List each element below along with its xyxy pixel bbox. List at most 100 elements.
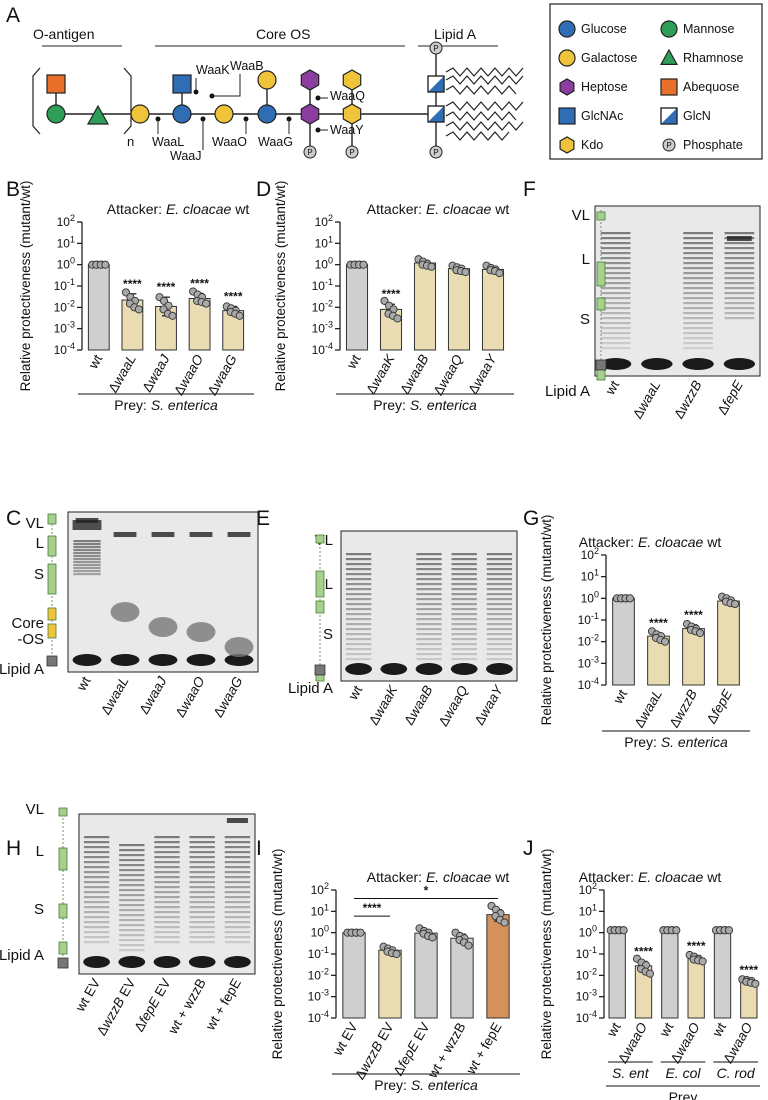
sugar [86, 104, 110, 125]
vl-band [227, 532, 251, 537]
gel-band [224, 941, 251, 944]
sugar [300, 103, 320, 125]
gel-band [416, 583, 442, 586]
y-tick-label: 101 [57, 234, 75, 250]
gel-band [189, 876, 215, 879]
gel-band [154, 851, 180, 854]
gel-band [119, 864, 145, 867]
gel-band [600, 272, 631, 275]
gel-band [486, 638, 513, 641]
gel-band [83, 911, 110, 914]
sugar [130, 104, 150, 124]
y-tick-label: 10-3 [54, 320, 75, 336]
lane-label: ΔwaaB [401, 683, 435, 728]
y-tick-label: 102 [57, 213, 75, 229]
gel-band [83, 896, 110, 899]
y-tick-label: 100 [579, 924, 597, 940]
bar [612, 597, 635, 686]
y-axis-label: Relative protectiveness (mutant/wt) [273, 181, 288, 392]
gel-band [683, 282, 713, 285]
y-tick-label: 10-2 [578, 633, 599, 649]
glyph-block [47, 535, 57, 557]
gel-band [600, 322, 631, 325]
gel-band [451, 578, 477, 581]
region-lipid-a: Lipid A [434, 26, 477, 42]
significance-label: **** [634, 944, 653, 958]
gel-band [600, 302, 631, 305]
gel-band [345, 638, 372, 641]
gel-band [683, 302, 713, 305]
data-point [625, 594, 635, 603]
gel-band [73, 567, 101, 570]
gel-band [345, 643, 372, 646]
gel-band [600, 237, 631, 240]
lane-label: ΔfepE [715, 377, 747, 417]
gel-band [345, 623, 372, 626]
gel-image [594, 205, 761, 377]
band-label: L [36, 535, 44, 552]
gel-band [683, 257, 713, 260]
gel-band [224, 891, 251, 894]
phosphate-letter: P [307, 148, 312, 157]
gel-band [224, 896, 251, 899]
band-label: Core [11, 615, 44, 632]
gel-band [600, 252, 631, 255]
gel-band [451, 598, 477, 601]
sugar [46, 104, 66, 124]
rhamnose-icon [659, 48, 679, 66]
lipid-a-band [224, 956, 251, 968]
gel-image [340, 530, 518, 682]
y-tick-label: 102 [579, 881, 597, 897]
sugar: P [345, 145, 359, 159]
gel-band [73, 570, 101, 573]
gel-band [451, 593, 477, 596]
gel-band [600, 282, 631, 285]
glucose-icon [172, 104, 192, 124]
gel-band [83, 886, 110, 889]
y-tick-label: 101 [581, 568, 599, 584]
significance-label: **** [157, 280, 176, 294]
gel-band [486, 608, 513, 611]
y-tick-label: 10-4 [576, 1009, 597, 1025]
gel-band [345, 618, 372, 621]
bar [450, 937, 474, 1019]
glcn-fill [428, 76, 444, 92]
gel-band [73, 546, 101, 549]
data-point [427, 262, 436, 271]
significance-label: **** [739, 963, 758, 977]
gel-band [416, 648, 442, 651]
gel-band [224, 871, 251, 874]
category-label: ΔwaaL [105, 352, 139, 395]
y-tick-label: 10-3 [308, 988, 329, 1004]
gel-band [600, 242, 631, 245]
bar [413, 262, 437, 351]
gel-band [119, 889, 145, 892]
gel-band [83, 891, 110, 894]
data-point [751, 979, 760, 988]
gel-band [600, 287, 631, 290]
significance-label: **** [684, 608, 703, 622]
y-tick-label: 10-1 [312, 277, 333, 293]
gel-band [154, 911, 180, 914]
gel-band [73, 540, 101, 543]
y-tick-label: 100 [581, 589, 599, 605]
category-label: ΔwaaG [205, 352, 240, 398]
category-label: wt [709, 1020, 729, 1040]
y-tick-label: 10-4 [578, 676, 599, 692]
gel-band [486, 588, 513, 591]
gel-band [224, 886, 251, 889]
data-point [660, 637, 670, 646]
category-label: wt [85, 352, 105, 372]
bar-chart-b: 10-4 10-3 10-2 10-1 100 101 102 Relative protec… [18, 181, 254, 413]
legend-item [559, 78, 575, 96]
gel-band [119, 869, 145, 872]
category-label: wt [610, 687, 630, 707]
gel-band [83, 921, 110, 924]
gel-band [486, 598, 513, 601]
gel-band [345, 608, 372, 611]
lipid-a-band [148, 654, 178, 666]
gel-band [119, 894, 145, 897]
rhamnose-icon [86, 104, 110, 125]
category-label: ΔwaaY [465, 351, 500, 396]
y-tick-label: 10-3 [312, 320, 333, 336]
